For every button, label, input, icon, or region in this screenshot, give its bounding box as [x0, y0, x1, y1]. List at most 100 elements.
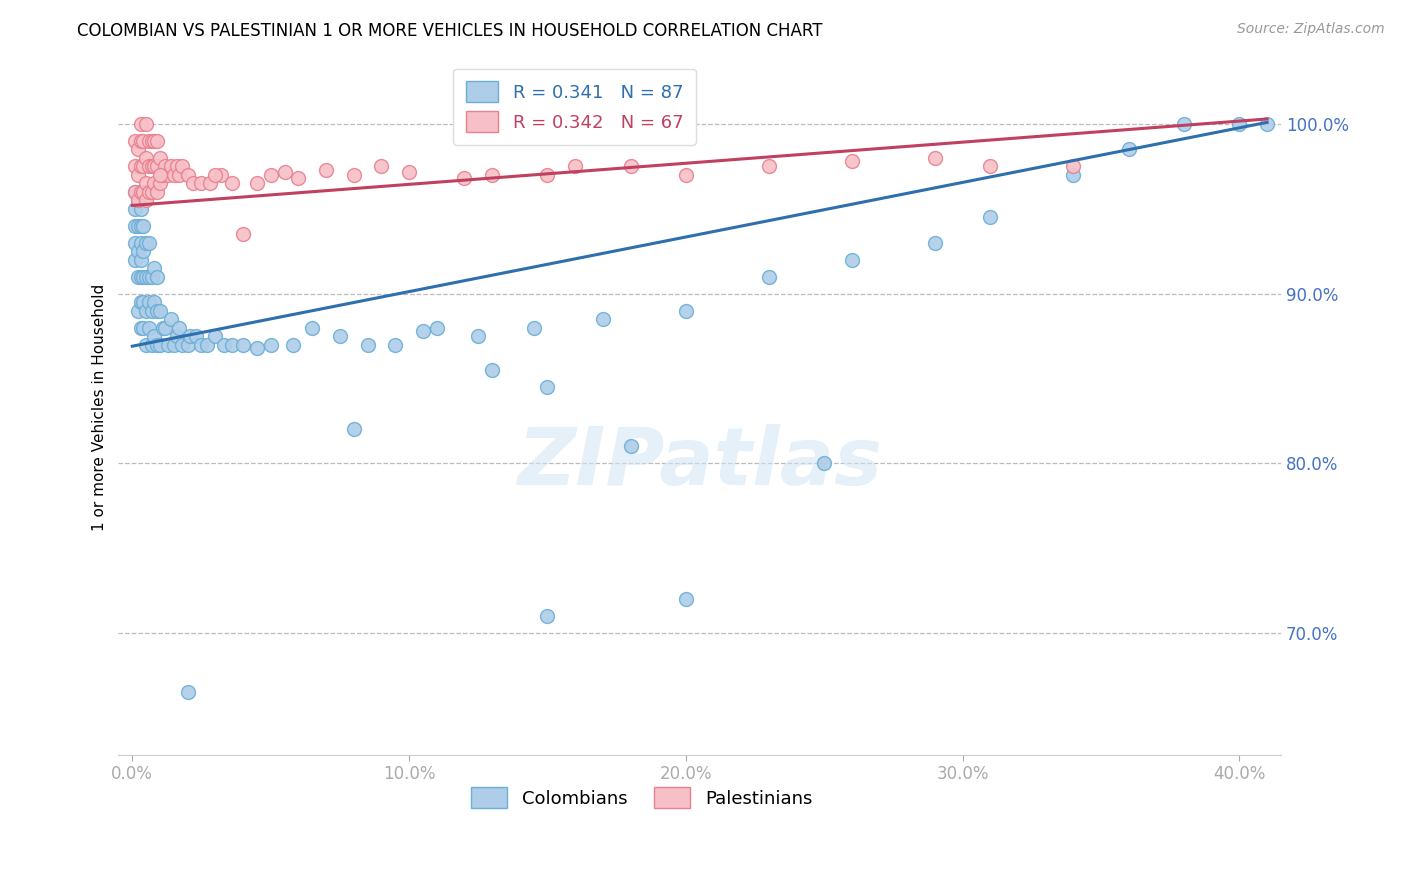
Point [232, 227, 254, 242]
Point [190, 337, 212, 351]
Point [138, 185, 160, 199]
Point [129, 134, 152, 148]
Point [232, 337, 254, 351]
Point [124, 185, 146, 199]
Point [536, 608, 558, 623]
Point [124, 160, 146, 174]
Point [315, 162, 337, 177]
Point [592, 312, 614, 326]
Point [1062, 160, 1084, 174]
Point [135, 177, 157, 191]
Point [129, 235, 152, 250]
Point [412, 324, 434, 338]
Point [124, 219, 146, 233]
Point [536, 168, 558, 182]
Point [143, 261, 166, 276]
Point [146, 134, 169, 148]
Point [129, 320, 152, 334]
Point [149, 151, 172, 165]
Point [481, 168, 503, 182]
Point [135, 117, 157, 131]
Point [198, 177, 221, 191]
Point [129, 117, 152, 131]
Point [166, 329, 188, 343]
Point [212, 337, 235, 351]
Point [1118, 143, 1140, 157]
Text: COLOMBIAN VS PALESTINIAN 1 OR MORE VEHICLES IN HOUSEHOLD CORRELATION CHART: COLOMBIAN VS PALESTINIAN 1 OR MORE VEHIC… [77, 22, 823, 40]
Point [841, 252, 863, 267]
Point [155, 320, 177, 334]
Point [135, 235, 157, 250]
Point [184, 329, 207, 343]
Point [127, 168, 149, 182]
Point [138, 320, 160, 334]
Point [129, 219, 152, 233]
Point [1062, 168, 1084, 182]
Point [619, 160, 641, 174]
Point [132, 295, 155, 310]
Point [160, 312, 183, 326]
Point [124, 202, 146, 216]
Point [979, 160, 1001, 174]
Point [260, 337, 283, 351]
Point [169, 168, 191, 182]
Point [758, 160, 780, 174]
Point [536, 380, 558, 394]
Point [149, 303, 172, 318]
Point [190, 177, 212, 191]
Point [204, 168, 226, 182]
Point [124, 252, 146, 267]
Point [138, 235, 160, 250]
Point [132, 244, 155, 259]
Point [132, 320, 155, 334]
Point [124, 185, 146, 199]
Point [149, 177, 172, 191]
Point [135, 194, 157, 208]
Point [287, 171, 309, 186]
Point [758, 269, 780, 284]
Point [138, 160, 160, 174]
Point [129, 269, 152, 284]
Point [675, 303, 697, 318]
Point [127, 219, 149, 233]
Point [619, 439, 641, 453]
Point [124, 134, 146, 148]
Point [813, 456, 835, 470]
Point [143, 160, 166, 174]
Point [195, 337, 218, 351]
Point [127, 303, 149, 318]
Point [453, 171, 475, 186]
Point [176, 337, 198, 351]
Point [221, 337, 243, 351]
Point [163, 337, 186, 351]
Point [181, 177, 204, 191]
Point [135, 337, 157, 351]
Point [132, 134, 155, 148]
Point [172, 337, 194, 351]
Point [246, 341, 269, 355]
Point [129, 295, 152, 310]
Text: ZIPatlas: ZIPatlas [517, 424, 882, 502]
Point [523, 320, 546, 334]
Point [127, 194, 149, 208]
Point [343, 168, 366, 182]
Point [127, 194, 149, 208]
Point [301, 320, 323, 334]
Point [467, 329, 489, 343]
Point [141, 134, 163, 148]
Point [143, 295, 166, 310]
Point [132, 269, 155, 284]
Point [146, 337, 169, 351]
Point [129, 185, 152, 199]
Point [152, 320, 174, 334]
Point [169, 320, 191, 334]
Point [127, 244, 149, 259]
Point [138, 269, 160, 284]
Point [481, 363, 503, 377]
Point [163, 168, 186, 182]
Point [841, 154, 863, 169]
Point [924, 235, 946, 250]
Point [176, 168, 198, 182]
Point [273, 164, 295, 178]
Point [141, 337, 163, 351]
